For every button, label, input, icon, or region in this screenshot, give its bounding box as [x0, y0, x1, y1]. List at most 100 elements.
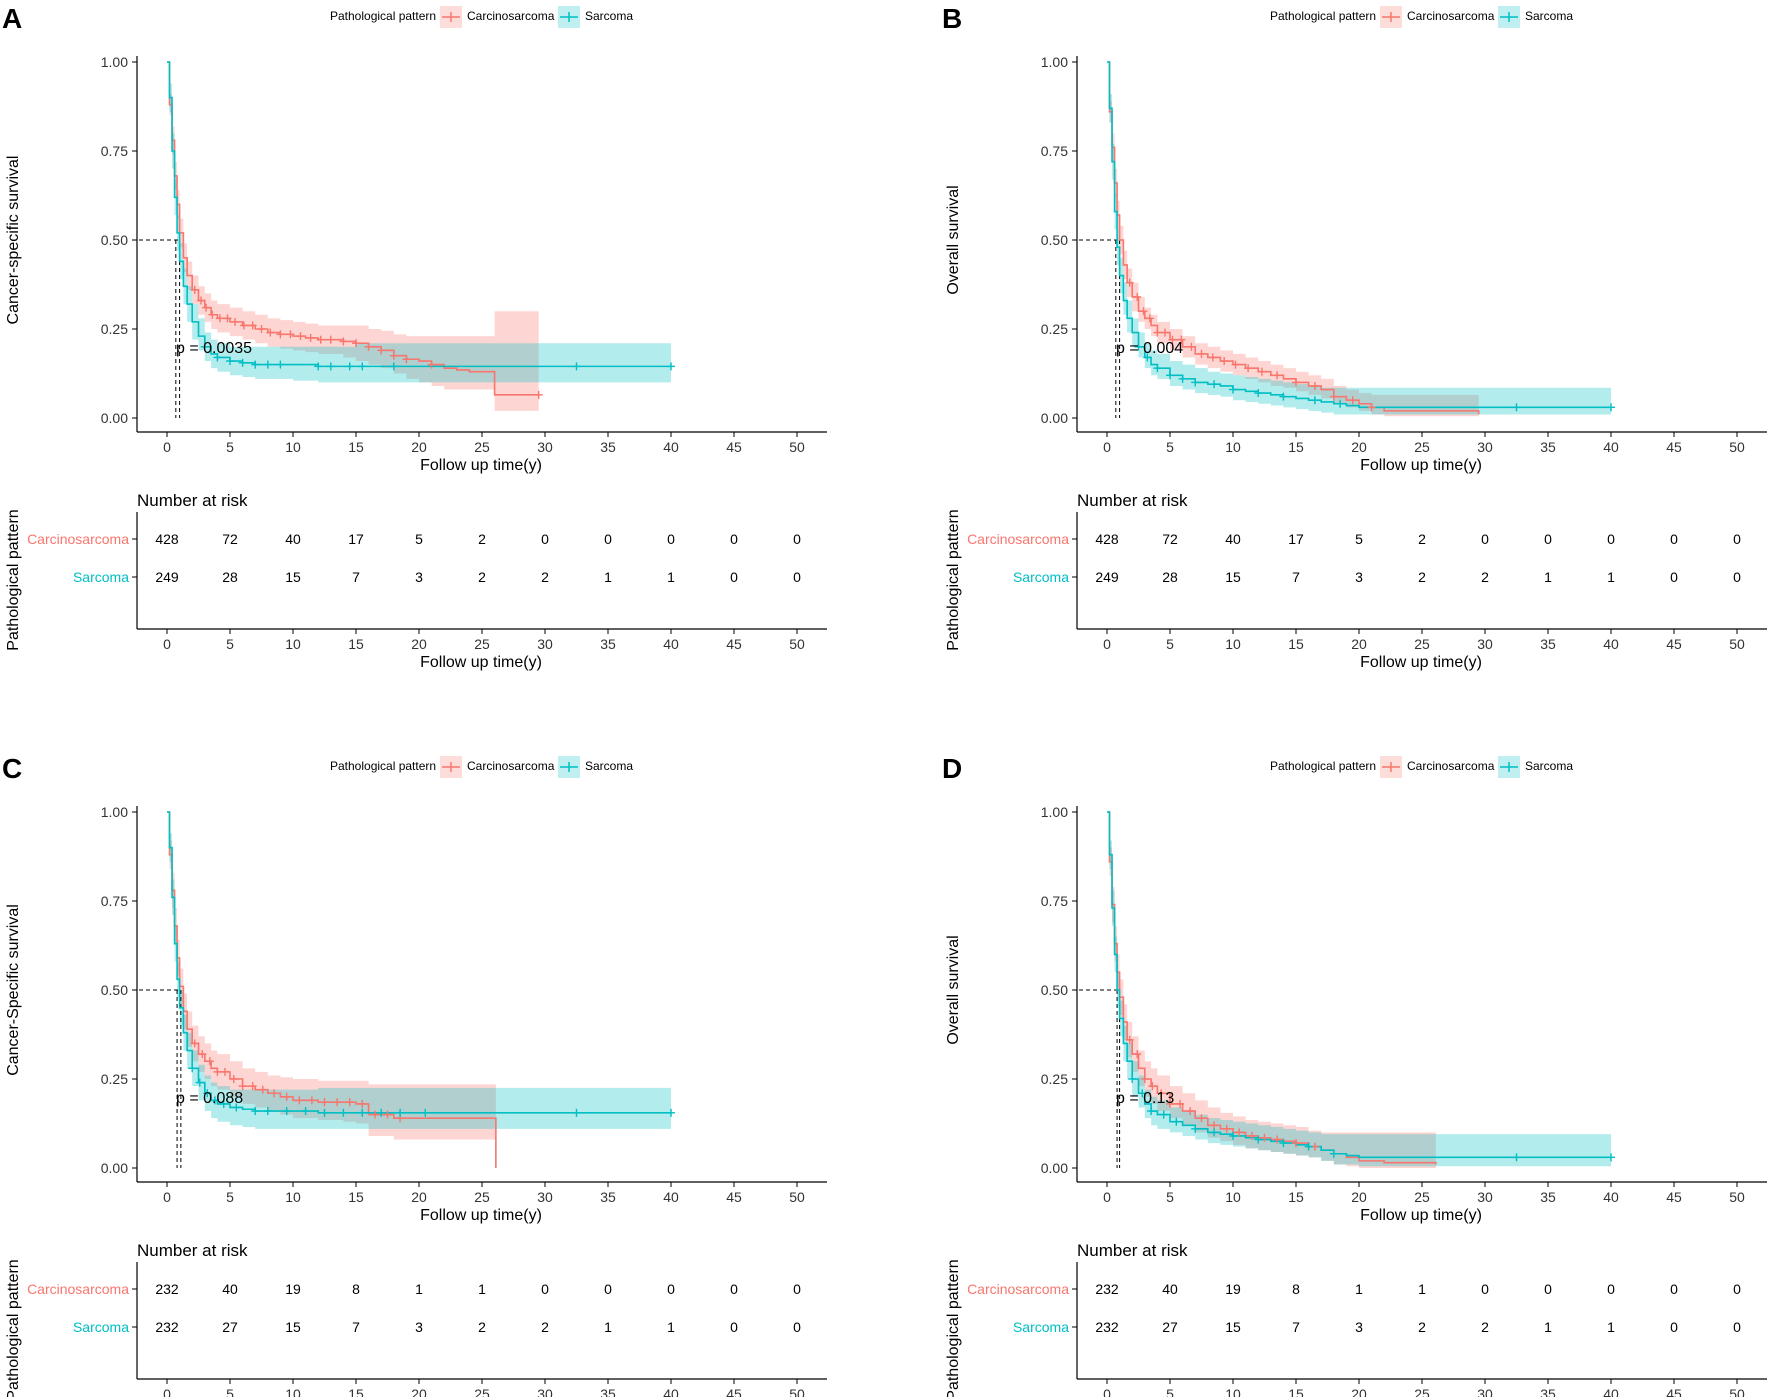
risk-count-carcinosarcoma: 0 — [1670, 1281, 1678, 1297]
risk-count-sarcoma: 28 — [222, 569, 238, 585]
risk-count-carcinosarcoma: 0 — [1544, 1281, 1552, 1297]
y-axis-label: Cancer-specific survival — [5, 156, 22, 325]
risk-count-sarcoma: 249 — [155, 569, 179, 585]
risk-x-tick-label: 20 — [1351, 1386, 1367, 1397]
risk-count-sarcoma: 232 — [1095, 1319, 1119, 1335]
legend: Pathological pattern Carcinosarcoma Sarcom… — [1270, 756, 1573, 778]
risk-x-tick-label: 25 — [474, 636, 490, 652]
y-tick-label: 1.00 — [101, 804, 128, 820]
risk-count-sarcoma: 0 — [1733, 569, 1741, 585]
risk-count-sarcoma: 0 — [730, 1319, 738, 1335]
risk-count-carcinosarcoma: 1 — [1418, 1281, 1426, 1297]
risk-count-sarcoma: 27 — [222, 1319, 238, 1335]
x-tick-label: 20 — [1351, 439, 1367, 455]
risk-count-carcinosarcoma: 2 — [478, 531, 486, 547]
x-tick-label: 20 — [411, 439, 427, 455]
risk-count-sarcoma: 28 — [1162, 569, 1178, 585]
legend: Pathological pattern Carcinosarcoma Sarcom… — [330, 6, 633, 28]
y-tick-label: 0.00 — [101, 410, 128, 426]
risk-count-sarcoma: 1 — [1544, 1319, 1552, 1335]
risk-x-tick-label: 0 — [1103, 636, 1111, 652]
x-tick-label: 15 — [1288, 439, 1304, 455]
y-tick-label: 0.00 — [1041, 410, 1068, 426]
x-tick-label: 0 — [163, 439, 171, 455]
risk-count-carcinosarcoma: 0 — [1733, 1281, 1741, 1297]
legend-title: Pathological pattern — [330, 9, 436, 23]
legend-label-carcinosarcoma: Carcinosarcoma — [1407, 759, 1495, 773]
risk-count-sarcoma: 1 — [604, 1319, 612, 1335]
y-tick-label: 0.75 — [1041, 893, 1068, 909]
risk-x-tick-label: 15 — [1288, 1386, 1304, 1397]
x-axis-label: Follow up time(y) — [1360, 1207, 1482, 1224]
risk-count-sarcoma: 2 — [478, 1319, 486, 1335]
risk-x-tick-label: 30 — [1477, 1386, 1493, 1397]
risk-count-sarcoma: 1 — [1607, 569, 1615, 585]
x-axis-label: Follow up time(y) — [420, 1207, 542, 1224]
risk-x-tick-label: 40 — [1603, 1386, 1619, 1397]
x-tick-label: 10 — [1225, 1189, 1241, 1205]
x-tick-label: 15 — [348, 1189, 364, 1205]
risk-count-sarcoma: 7 — [1292, 569, 1300, 585]
panel-label: B — [942, 3, 962, 34]
legend-label-carcinosarcoma: Carcinosarcoma — [467, 759, 555, 773]
risk-count-carcinosarcoma: 0 — [1481, 1281, 1489, 1297]
x-tick-label: 40 — [1603, 439, 1619, 455]
legend-title: Pathological pattern — [1270, 759, 1376, 773]
risk-count-sarcoma: 0 — [793, 1319, 801, 1335]
y-tick-label: 0.00 — [1041, 1160, 1068, 1176]
x-tick-label: 35 — [1540, 439, 1556, 455]
risk-count-sarcoma: 27 — [1162, 1319, 1178, 1335]
y-tick-label: 1.00 — [1041, 54, 1068, 70]
risk-x-tick-label: 10 — [1225, 1386, 1241, 1397]
x-tick-label: 10 — [285, 1189, 301, 1205]
y-tick-label: 0.50 — [1041, 232, 1068, 248]
risk-x-tick-label: 10 — [1225, 636, 1241, 652]
p-value: p = 0.0035 — [176, 340, 252, 357]
risk-x-tick-label: 45 — [1666, 636, 1682, 652]
x-tick-label: 20 — [1351, 1189, 1367, 1205]
risk-table-title: Number at risk — [137, 1241, 248, 1260]
x-tick-label: 45 — [726, 1189, 742, 1205]
risk-table-title: Number at risk — [1077, 1241, 1188, 1260]
risk-x-tick-label: 25 — [1414, 1386, 1430, 1397]
risk-y-axis-label: Pathological pattern — [945, 509, 962, 650]
risk-y-axis-label: Pathological pattern — [945, 1259, 962, 1397]
risk-x-tick-label: 35 — [1540, 636, 1556, 652]
x-tick-label: 50 — [1729, 439, 1745, 455]
risk-count-sarcoma: 0 — [1670, 1319, 1678, 1335]
risk-x-tick-label: 50 — [1729, 636, 1745, 652]
risk-x-tick-label: 0 — [163, 1386, 171, 1397]
x-tick-label: 0 — [163, 1189, 171, 1205]
risk-count-carcinosarcoma: 0 — [793, 531, 801, 547]
risk-count-carcinosarcoma: 232 — [1095, 1281, 1119, 1297]
risk-count-carcinosarcoma: 8 — [352, 1281, 360, 1297]
risk-count-sarcoma: 1 — [1607, 1319, 1615, 1335]
x-tick-label: 40 — [1603, 1189, 1619, 1205]
risk-count-sarcoma: 1 — [667, 1319, 675, 1335]
legend-label-sarcoma: Sarcoma — [585, 9, 633, 23]
risk-x-tick-label: 25 — [474, 1386, 490, 1397]
legend: Pathological pattern Carcinosarcoma Sarcom… — [330, 756, 633, 778]
risk-x-tick-label: 5 — [226, 636, 234, 652]
risk-count-carcinosarcoma: 1 — [1355, 1281, 1363, 1297]
risk-x-tick-label: 25 — [1414, 636, 1430, 652]
risk-count-carcinosarcoma: 1 — [478, 1281, 486, 1297]
x-tick-label: 30 — [537, 439, 553, 455]
risk-count-carcinosarcoma: 40 — [1162, 1281, 1178, 1297]
x-tick-label: 10 — [285, 439, 301, 455]
risk-count-carcinosarcoma: 40 — [222, 1281, 238, 1297]
risk-x-tick-label: 15 — [348, 1386, 364, 1397]
curve-sarcoma — [1107, 61, 1611, 409]
x-tick-label: 50 — [1729, 1189, 1745, 1205]
risk-row-label-sarcoma: Sarcoma — [1013, 569, 1069, 585]
risk-count-sarcoma: 1 — [1544, 569, 1552, 585]
x-tick-label: 20 — [411, 1189, 427, 1205]
ci-band-sarcoma — [1107, 62, 1611, 415]
x-tick-label: 30 — [537, 1189, 553, 1205]
curve-carcinosarcoma — [1107, 61, 1480, 415]
risk-count-sarcoma: 3 — [415, 569, 423, 585]
risk-count-carcinosarcoma: 40 — [1225, 531, 1241, 547]
risk-x-tick-label: 45 — [726, 636, 742, 652]
risk-x-tick-label: 5 — [1166, 636, 1174, 652]
risk-x-tick-label: 40 — [663, 1386, 679, 1397]
